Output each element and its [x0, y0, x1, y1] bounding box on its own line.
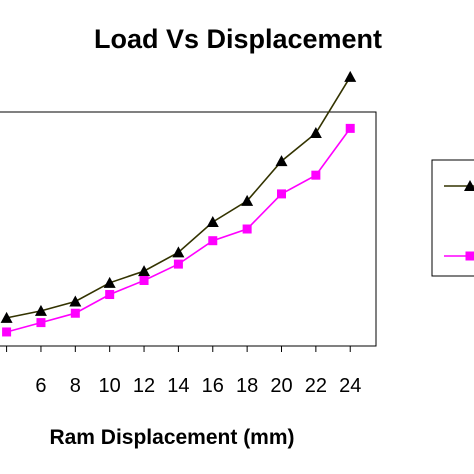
series-2-point: [277, 189, 286, 199]
legend-series-1-marker: [464, 180, 474, 191]
series-2-point: [70, 308, 80, 318]
series-2-point: [311, 170, 321, 180]
series-2-point: [173, 259, 183, 269]
x-tick-label: 8: [70, 375, 81, 397]
series-1-point: [0, 311, 13, 323]
x-tick-label: 14: [167, 375, 189, 397]
legend-series-2-marker: [465, 251, 474, 261]
x-tick-label: 22: [305, 375, 327, 397]
x-tick-label: 20: [270, 375, 292, 397]
x-tick-label: 10: [99, 375, 121, 397]
x-axis: 6 8 10 12 14 16 18 20 22 24: [6, 346, 361, 397]
series-2-point: [105, 290, 115, 300]
series-1-point: [172, 246, 185, 258]
series-1-point: [275, 155, 288, 167]
series-1-point: [69, 295, 82, 307]
series-1-point: [138, 265, 151, 277]
series-1-point: [206, 215, 219, 227]
x-tick-label: 6: [35, 375, 46, 397]
series-2-point: [2, 327, 12, 337]
x-tick-label: 12: [133, 375, 155, 397]
series-1-point: [344, 70, 357, 82]
chart-title: Load Vs Displacement: [94, 24, 382, 54]
series-1-point: [103, 276, 116, 288]
x-tick-label: 16: [202, 375, 224, 397]
series-2-point: [345, 123, 355, 133]
series-2-point: [242, 224, 252, 234]
series-1-point: [309, 127, 322, 139]
series-2-point: [139, 275, 149, 285]
series-2-point: [36, 318, 46, 328]
x-tick-label: 18: [236, 375, 258, 397]
series-2-point: [208, 236, 218, 246]
series-layer: [0, 70, 357, 337]
plot-area: [0, 111, 377, 347]
legend: [431, 159, 474, 277]
series-1-point: [241, 194, 254, 206]
x-tick-label: 24: [339, 375, 361, 397]
x-axis-label: Ram Displacement (mm): [49, 426, 294, 449]
series-1-point: [34, 304, 47, 316]
